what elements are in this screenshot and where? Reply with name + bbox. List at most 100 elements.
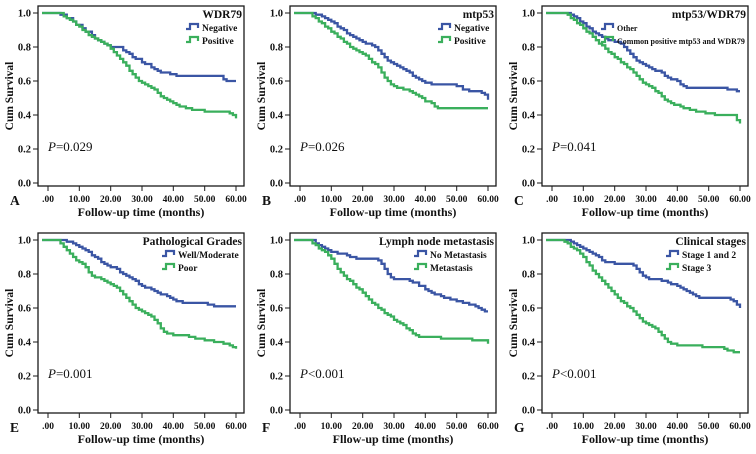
survival-panel: 0.0 0.2 0.4 0.6 0.8 1.0 .00 10.00 20.00 30.00 40.0… bbox=[0, 0, 252, 227]
panel-title: mtp53/WDR79 bbox=[672, 9, 746, 21]
legend-step-icon bbox=[601, 35, 615, 44]
p-value-label: P=0.001 bbox=[47, 366, 93, 381]
x-axis-title: Follow-up time (months) bbox=[582, 432, 709, 446]
p-value-label: P=0.026 bbox=[299, 139, 345, 154]
curve-blue bbox=[42, 11, 236, 83]
curve-blue bbox=[42, 238, 236, 308]
x-axis-tick-label: 10.00 bbox=[321, 422, 343, 432]
p-rest: =0.029 bbox=[56, 139, 93, 154]
x-axis-tick-label: .00 bbox=[546, 195, 558, 205]
x-axis-tick-label: 50.00 bbox=[698, 422, 720, 432]
legend-step-icon bbox=[414, 249, 428, 258]
x-axis-tick-label: 10.00 bbox=[573, 195, 595, 205]
x-axis-tick-label: 40.00 bbox=[163, 422, 185, 432]
panel-letter: B bbox=[262, 193, 271, 208]
x-axis-tick-label: 40.00 bbox=[667, 195, 689, 205]
legend-label: Common positive mtp53 and WDR79 bbox=[617, 37, 745, 46]
y-axis-tick-label: 0.4 bbox=[270, 111, 284, 122]
y-axis-tick-label: 0.8 bbox=[270, 270, 283, 281]
curve-green bbox=[294, 238, 490, 344]
curve-blue bbox=[546, 11, 740, 93]
x-axis-title: Follow-up time (months) bbox=[78, 432, 205, 446]
p-value-label: P=0.041 bbox=[551, 139, 597, 154]
legend-label: Metastasis bbox=[430, 264, 473, 274]
panel-title: Lymph node metastasis bbox=[379, 236, 495, 248]
km-plot-svg: 0.0 0.2 0.4 0.6 0.8 1.0 .00 10.00 20.00 30.00 40.0… bbox=[508, 5, 751, 219]
y-axis-tick-label: 0.2 bbox=[522, 145, 535, 156]
y-axis-tick-label: 0.6 bbox=[270, 77, 283, 88]
x-axis-tick-label: 60.00 bbox=[729, 422, 751, 432]
p-rest: =0.001 bbox=[56, 366, 93, 381]
y-axis-tick-label: 0.4 bbox=[270, 338, 284, 349]
y-axis-tick-label: 1.0 bbox=[270, 236, 283, 247]
y-axis-tick-label: 0.8 bbox=[18, 43, 31, 54]
plot-frame bbox=[541, 5, 749, 187]
y-axis-tick-label: 0.8 bbox=[522, 43, 535, 54]
legend-label: No Metastasis bbox=[430, 251, 487, 261]
x-axis-tick-label: 60.00 bbox=[729, 195, 751, 205]
legend-step-icon bbox=[601, 22, 615, 31]
x-axis-tick-label: 30.00 bbox=[635, 422, 657, 432]
y-axis-title: Cum Survival bbox=[508, 62, 520, 131]
panel-title: mtp53 bbox=[463, 9, 495, 21]
x-axis-tick-label: 60.00 bbox=[225, 195, 247, 205]
x-axis-tick-label: .00 bbox=[42, 195, 54, 205]
legend-label: Stage 3 bbox=[682, 264, 712, 274]
x-axis-tick-label: 30.00 bbox=[383, 422, 405, 432]
x-axis-tick-label: 40.00 bbox=[415, 195, 437, 205]
p-value-label: P<0.001 bbox=[299, 366, 345, 381]
p-rest: =0.041 bbox=[560, 139, 597, 154]
km-plot-svg: 0.0 0.2 0.4 0.6 0.8 1.0 .00 10.00 20.00 30.00 40.0… bbox=[4, 232, 247, 446]
x-axis-title: Follow-up time (months) bbox=[78, 205, 205, 219]
x-axis-tick-label: 10.00 bbox=[69, 422, 91, 432]
x-axis-tick-label: 30.00 bbox=[635, 195, 657, 205]
p-symbol: P bbox=[47, 366, 56, 381]
plot-frame bbox=[289, 232, 497, 414]
x-axis-tick-label: 40.00 bbox=[667, 422, 689, 432]
x-axis-title: Follow-up time (months) bbox=[582, 205, 709, 219]
legend-label: Other bbox=[617, 24, 638, 33]
y-axis-tick-label: 0.2 bbox=[270, 372, 283, 383]
x-axis-tick-label: 40.00 bbox=[163, 195, 185, 205]
x-axis-tick-label: 50.00 bbox=[194, 195, 216, 205]
x-axis-tick-label: 10.00 bbox=[321, 195, 343, 205]
y-axis-tick-label: 0.4 bbox=[18, 111, 32, 122]
panel-title: Clinical stages bbox=[675, 236, 746, 248]
y-axis-tick-label: 0.4 bbox=[18, 338, 32, 349]
y-axis-title: Cum Survival bbox=[4, 289, 16, 358]
x-axis-tick-label: 60.00 bbox=[477, 422, 499, 432]
x-axis-tick-label: 60.00 bbox=[225, 422, 247, 432]
y-axis-tick-label: 1.0 bbox=[18, 236, 31, 247]
legend-label: Positive bbox=[454, 37, 486, 47]
plot-frame bbox=[289, 5, 497, 187]
legend-step-icon bbox=[666, 262, 680, 271]
y-axis-title: Cum Survival bbox=[508, 289, 520, 358]
x-axis-tick-label: 10.00 bbox=[573, 422, 595, 432]
legend-step-icon bbox=[438, 35, 452, 44]
panel-letter: C bbox=[514, 193, 524, 208]
survival-panel: 0.0 0.2 0.4 0.6 0.8 1.0 .00 10.00 20.00 30.00 40.0… bbox=[252, 0, 504, 227]
survival-panel: 0.0 0.2 0.4 0.6 0.8 1.0 .00 10.00 20.00 30.00 40.0… bbox=[0, 227, 252, 454]
y-axis-tick-label: 1.0 bbox=[18, 9, 31, 20]
km-plot-svg: 0.0 0.2 0.4 0.6 0.8 1.0 .00 10.00 20.00 30.00 40.0… bbox=[4, 5, 247, 219]
p-rest: <0.001 bbox=[308, 366, 345, 381]
plot-frame bbox=[37, 5, 245, 187]
x-axis-tick-label: 60.00 bbox=[477, 195, 499, 205]
y-axis-tick-label: 1.0 bbox=[270, 9, 283, 20]
x-axis-tick-label: .00 bbox=[546, 422, 558, 432]
panel-letter: E bbox=[10, 420, 19, 435]
p-symbol: P bbox=[47, 139, 56, 154]
y-axis-tick-label: 0.2 bbox=[522, 372, 535, 383]
x-axis-tick-label: 20.00 bbox=[604, 195, 626, 205]
x-axis-tick-label: 20.00 bbox=[352, 422, 374, 432]
legend-step-icon bbox=[162, 262, 176, 271]
y-axis-tick-label: 0.0 bbox=[18, 406, 31, 417]
p-symbol: P bbox=[551, 139, 560, 154]
x-axis-title: Follow-up time (months) bbox=[330, 205, 457, 219]
x-axis-tick-label: 20.00 bbox=[604, 422, 626, 432]
y-axis-tick-label: 0.6 bbox=[522, 304, 535, 315]
y-axis-tick-label: 0.6 bbox=[18, 77, 31, 88]
y-axis-tick-label: 0.0 bbox=[18, 179, 31, 190]
y-axis-tick-label: 0.6 bbox=[18, 304, 31, 315]
legend-step-icon bbox=[666, 249, 680, 258]
